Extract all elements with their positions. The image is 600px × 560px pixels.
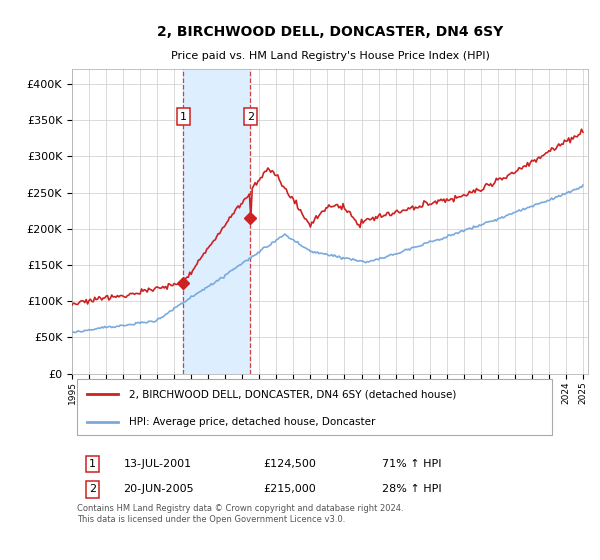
Text: HPI: Average price, detached house, Doncaster: HPI: Average price, detached house, Donc… bbox=[129, 417, 375, 427]
Text: 20-JUN-2005: 20-JUN-2005 bbox=[124, 484, 194, 494]
Text: 13-JUL-2001: 13-JUL-2001 bbox=[124, 459, 192, 469]
Text: £124,500: £124,500 bbox=[263, 459, 316, 469]
Text: Price paid vs. HM Land Registry's House Price Index (HPI): Price paid vs. HM Land Registry's House … bbox=[170, 51, 490, 61]
Text: 2, BIRCHWOOD DELL, DONCASTER, DN4 6SY: 2, BIRCHWOOD DELL, DONCASTER, DN4 6SY bbox=[157, 25, 503, 39]
Text: 1: 1 bbox=[180, 111, 187, 122]
Bar bbox=[77, 379, 552, 435]
Text: 2: 2 bbox=[89, 484, 96, 494]
Text: 2: 2 bbox=[247, 111, 254, 122]
Text: Contains HM Land Registry data © Crown copyright and database right 2024.
This d: Contains HM Land Registry data © Crown c… bbox=[77, 505, 404, 524]
Bar bbox=[183, 69, 250, 374]
Text: 1: 1 bbox=[89, 459, 96, 469]
Text: £215,000: £215,000 bbox=[263, 484, 316, 494]
Text: 28% ↑ HPI: 28% ↑ HPI bbox=[382, 484, 441, 494]
Text: 71% ↑ HPI: 71% ↑ HPI bbox=[382, 459, 441, 469]
Text: 2, BIRCHWOOD DELL, DONCASTER, DN4 6SY (detached house): 2, BIRCHWOOD DELL, DONCASTER, DN4 6SY (d… bbox=[129, 389, 456, 399]
